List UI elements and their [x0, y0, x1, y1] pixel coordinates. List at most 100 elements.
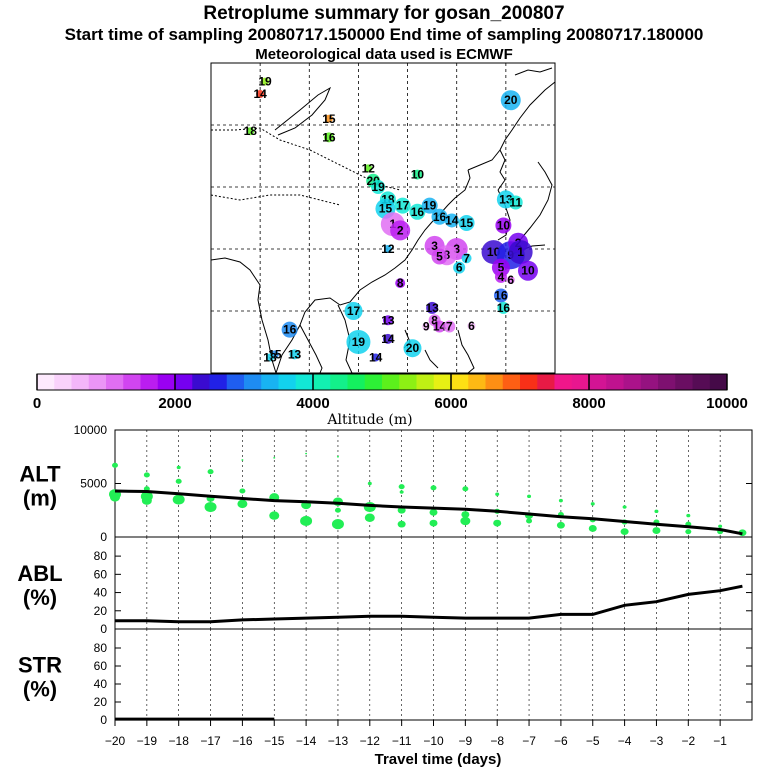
- trajectory-marker: 16: [281, 321, 298, 338]
- time-series-panels: 0500010000ALT(m)020406080ABL(%)020406080…: [17, 423, 753, 768]
- trajectory-marker: 17: [394, 197, 411, 214]
- marker-label: 16: [411, 205, 425, 219]
- trajectory-marker: 14: [433, 320, 447, 334]
- marker-dot: [497, 301, 510, 314]
- marker-label: 12: [381, 242, 395, 256]
- trajectory-marker: 14: [253, 87, 267, 101]
- marker-label: 6: [456, 261, 463, 275]
- marker-label: 16: [322, 130, 336, 144]
- marker-dot: [508, 195, 523, 210]
- marker-label: 14: [445, 213, 459, 227]
- coastline-korea-north: [497, 149, 506, 191]
- trajectory-marker: 19: [371, 180, 386, 194]
- x-axis-title: Travel time (days): [375, 751, 502, 768]
- colorbar-cell: [278, 374, 297, 390]
- marker-dot: [382, 315, 393, 326]
- map-gridlines: [211, 63, 555, 373]
- marker-dot: [409, 203, 426, 220]
- trajectory-marker: 13: [425, 301, 439, 315]
- trajectory-marker: 18: [263, 351, 277, 365]
- marker-label: 6: [507, 273, 514, 287]
- marker-dot: [324, 114, 333, 123]
- altitude-point: [686, 513, 691, 518]
- colorbar-cell: [692, 374, 711, 390]
- marker-label: 17: [347, 304, 361, 318]
- altitude-point: [527, 494, 532, 499]
- panel-alt: 0 5000 10000 ALT(m): [19, 423, 753, 544]
- y-tick-label: 80: [94, 641, 108, 655]
- marker-label: 16: [283, 323, 297, 337]
- marker-dot: [371, 180, 386, 194]
- marker-dot: [500, 90, 521, 111]
- colorbar-cell: [485, 374, 504, 390]
- altitude-point: [558, 498, 563, 503]
- marker-label: 16: [494, 289, 508, 303]
- trajectory-marker: 14: [444, 213, 459, 228]
- colorbar-cell: [157, 374, 176, 390]
- marker-dot: [281, 321, 298, 338]
- colorbar-cell: [261, 374, 279, 390]
- marker-label: 14: [369, 351, 383, 365]
- trajectory-marker: 16: [322, 130, 336, 144]
- marker-label: 16: [433, 210, 447, 224]
- colorbar-title: Altitude (m): [326, 412, 412, 428]
- altitude-point: [204, 501, 217, 513]
- altitude-point: [429, 519, 438, 527]
- altitude-point: [207, 469, 214, 475]
- x-axis: −20 −19 −18 −17 −16 −15 −14 −13 −12 −11 −10 −9 −8 −7 −…: [105, 720, 727, 768]
- marker-dot: [431, 248, 448, 265]
- altitude-point: [239, 488, 246, 494]
- marker-dot: [344, 302, 363, 320]
- marker-label: 19: [352, 335, 366, 349]
- marker-label: 5: [436, 249, 443, 263]
- trajectory-marker: 1: [508, 240, 533, 265]
- marker-label: 19: [371, 180, 385, 194]
- altitude-point: [556, 521, 565, 529]
- altitude-point: [269, 511, 280, 520]
- marker-dot: [443, 320, 456, 333]
- trajectory-marker: 16: [409, 203, 426, 220]
- trajectory-marker: 15: [458, 214, 475, 231]
- trajectory-marker: 19: [421, 197, 438, 214]
- marker-dot: [412, 169, 423, 180]
- altitude-point: [493, 519, 502, 527]
- trajectory-marker: 7: [461, 251, 472, 265]
- altitude-point: [237, 499, 248, 509]
- border-line-north: [211, 127, 401, 191]
- colorbar-tick-label: 2000: [158, 395, 191, 412]
- marker-label: 20: [406, 341, 420, 355]
- trajectory-markers: 1914181516201210201918151716191614151311…: [244, 75, 538, 365]
- coastline-japan: [519, 161, 553, 241]
- marker-dot: [453, 261, 466, 274]
- colorbar-cell: [589, 374, 607, 390]
- altitude-point: [588, 525, 597, 532]
- panel-unit: (m): [23, 486, 57, 511]
- altitude-point: [430, 485, 437, 491]
- colorbar-tick-label: 10000: [706, 395, 748, 412]
- x-tick-label: −7: [522, 734, 536, 748]
- altitude-point: [620, 528, 629, 536]
- marker-label: 19: [258, 75, 272, 89]
- x-tick-label: −13: [328, 734, 349, 748]
- y-tick-label: 0: [100, 530, 107, 544]
- altitude-point: [654, 509, 659, 514]
- x-tick-label: −9: [459, 734, 473, 748]
- trajectory-marker: 17: [344, 302, 363, 320]
- colorbar-cell: [623, 374, 642, 390]
- trajectory-marker: 4: [494, 270, 507, 284]
- y-tick-label: 40: [94, 586, 108, 600]
- colorbar-cell: [658, 374, 676, 390]
- altitude-point: [685, 529, 692, 535]
- marker-label: 20: [504, 93, 518, 107]
- marker-dot: [289, 349, 300, 360]
- marker-dot: [422, 322, 431, 331]
- altitude-point: [112, 462, 118, 468]
- colorbar-cell: [709, 374, 728, 390]
- colorbar-cell: [502, 374, 521, 390]
- marker-label: 13: [288, 347, 302, 361]
- marker-label: 8: [397, 276, 404, 290]
- panel-label: ALT: [19, 462, 61, 487]
- trajectory-marker: 10: [517, 260, 538, 281]
- border-line: [210, 194, 341, 206]
